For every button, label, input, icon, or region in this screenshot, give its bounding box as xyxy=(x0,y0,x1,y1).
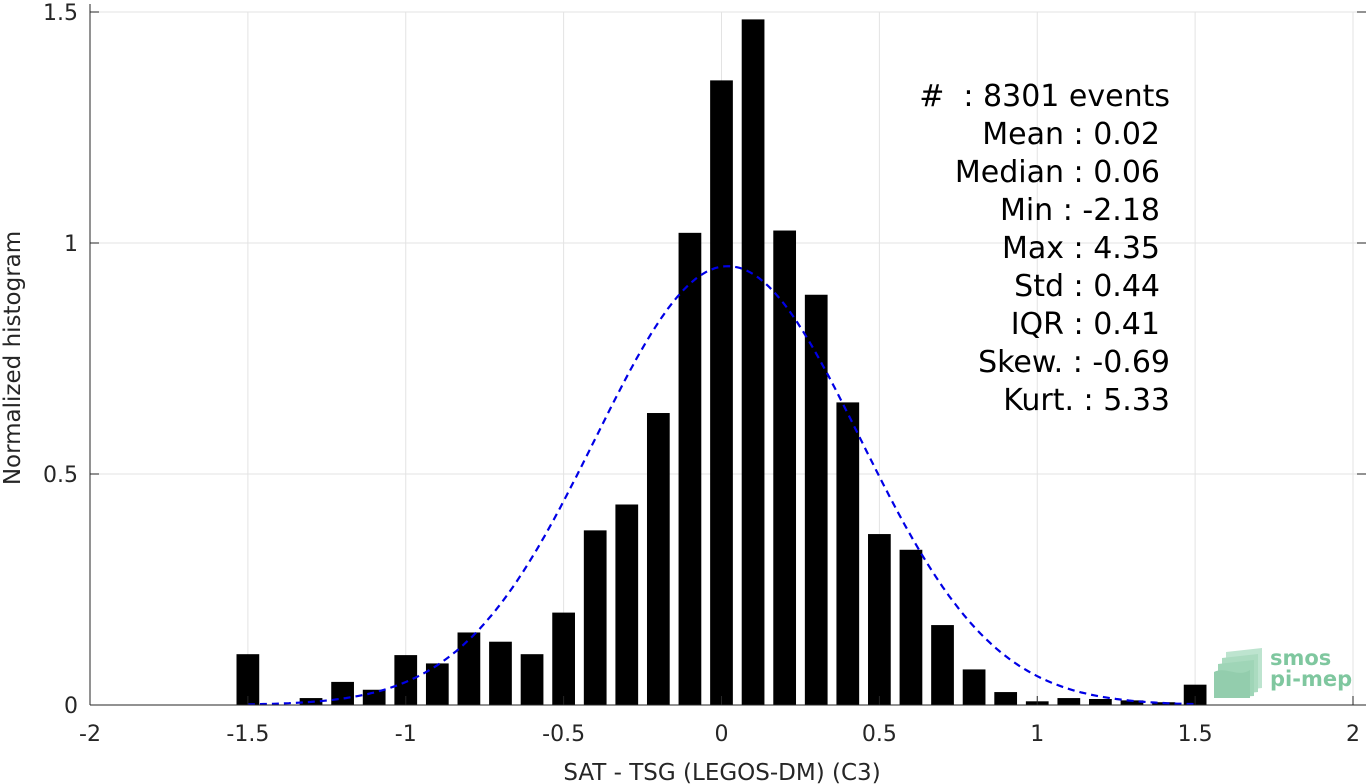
histogram-bar xyxy=(331,681,354,705)
smos-pimep-logo: smos pi-mep xyxy=(1214,646,1352,698)
histogram-bar xyxy=(583,530,607,705)
histogram-bar xyxy=(552,612,575,705)
histogram-bar xyxy=(710,80,733,706)
stat-max: Max : 4.35 xyxy=(1002,231,1160,266)
histogram-bar xyxy=(1089,698,1112,705)
statistics-annotations: # : 8301 events Mean : 0.02 Median : 0.0… xyxy=(919,79,1170,418)
stat-std: Std : 0.44 xyxy=(1014,269,1160,304)
histogram-bar xyxy=(678,232,702,705)
logo-line2: pi-mep xyxy=(1270,667,1352,691)
y-tick-label: 1.5 xyxy=(43,1,78,26)
histogram-bar xyxy=(899,549,923,705)
histogram-bar xyxy=(994,692,1018,705)
histogram-bar xyxy=(773,230,797,705)
stat-skew: Skew. : -0.69 xyxy=(978,345,1170,380)
histogram-bar xyxy=(425,663,449,705)
x-tick-label: 1.5 xyxy=(1178,722,1213,747)
stat-min: Min : -2.18 xyxy=(1000,193,1160,228)
histogram-bar xyxy=(931,625,954,705)
histogram-bar xyxy=(1183,684,1207,705)
histogram-bar xyxy=(836,402,860,705)
stat-median: Median : 0.06 xyxy=(955,155,1160,190)
bars xyxy=(236,19,1207,706)
x-tick-label: 2 xyxy=(1346,722,1360,747)
histogram-bar xyxy=(362,689,386,705)
stat-events: # : 8301 events xyxy=(919,79,1170,114)
stat-iqr: IQR : 0.41 xyxy=(1011,307,1160,342)
tick-labels: -2 -1.5 -1 -0.5 0 0.5 1 1.5 2 0 0.5 1 1.5 xyxy=(43,1,1360,747)
x-axis-label: SAT - TSG (LEGOS-DM) (C3) xyxy=(563,760,880,784)
y-tick-label: 0.5 xyxy=(43,463,78,488)
stat-kurt: Kurt. : 5.33 xyxy=(1003,383,1170,418)
histogram-bar xyxy=(457,632,481,705)
x-tick-label: -0.5 xyxy=(542,722,585,747)
axes xyxy=(89,4,1366,706)
y-tick-label: 0 xyxy=(64,694,78,719)
logo-line1: smos xyxy=(1270,646,1331,670)
x-tick-label: -1 xyxy=(395,722,417,747)
histogram-bar xyxy=(1057,698,1081,705)
histogram-bar xyxy=(615,504,639,705)
x-tick-label: 1 xyxy=(1030,722,1044,747)
stat-mean: Mean : 0.02 xyxy=(982,117,1160,152)
histogram-bar xyxy=(804,294,828,705)
x-tick-label: -2 xyxy=(79,722,101,747)
y-tick-label: 1 xyxy=(64,232,78,257)
normal-fit-curve xyxy=(247,265,1196,706)
y-axis-label: Normalized histogram xyxy=(0,231,26,485)
histogram-bar xyxy=(646,413,670,705)
histogram-bar xyxy=(868,534,891,705)
histogram-bar xyxy=(1120,700,1144,705)
x-tick-label: 0.5 xyxy=(862,722,897,747)
histogram-bar xyxy=(962,669,986,705)
x-tick-label: -1.5 xyxy=(226,722,269,747)
histogram-bar xyxy=(236,654,260,705)
histogram-bar xyxy=(394,655,418,705)
histogram-bar xyxy=(489,641,512,705)
x-tick-label: 0 xyxy=(715,722,729,747)
histogram-bar xyxy=(520,654,544,705)
histogram-bar xyxy=(741,19,765,705)
logo-waves-icon xyxy=(1214,648,1262,698)
